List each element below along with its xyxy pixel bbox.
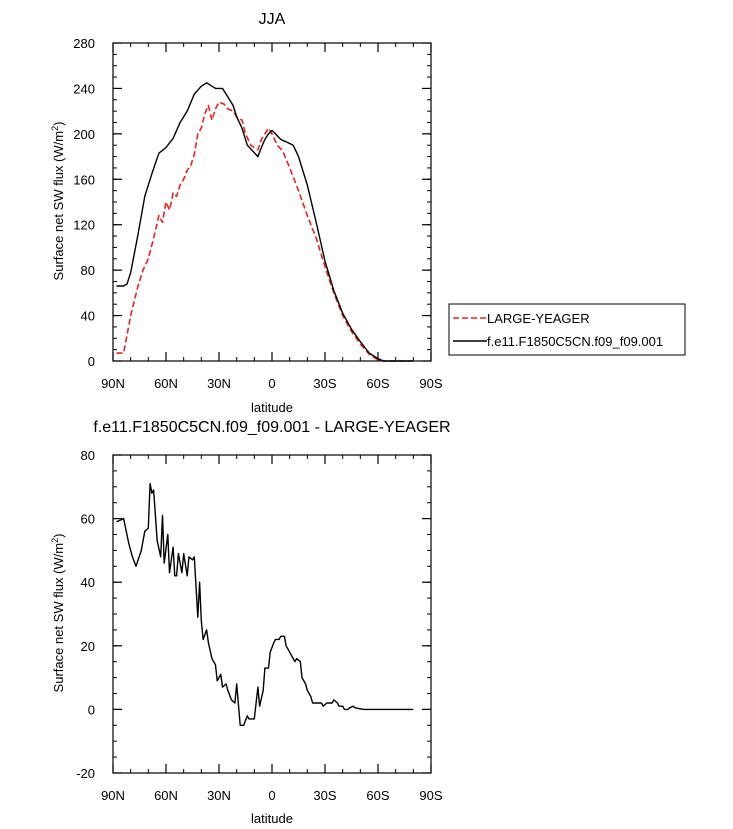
bottom-x-tick-label: 30N xyxy=(207,788,231,803)
legend-label-f1850: f.e11.F1850C5CN.f09_f09.001 xyxy=(487,334,663,349)
bottom-y-tick-label: 80 xyxy=(81,448,95,463)
bottom-y-tick-label: 20 xyxy=(81,639,95,654)
legend-label-large-yeager: LARGE-YEAGER xyxy=(487,311,590,326)
bottom-axes-ticks: 90N 60N 30N 0 30S 60S 90S -20 0 20 40 60 80 xyxy=(76,448,443,803)
legend: LARGE-YEAGER f.e11.F1850C5CN.f09_f09.001 xyxy=(448,303,686,356)
bottom-y-tick-label: -20 xyxy=(76,766,95,781)
top-series-line-0 xyxy=(116,101,414,362)
bottom-x-tick-label: 0 xyxy=(268,788,275,803)
bottom-x-tick-label: 90N xyxy=(101,788,125,803)
top-y-axis-label: Surface net SW flux (W/m2) xyxy=(50,122,66,281)
top-x-tick-label: 30S xyxy=(313,376,336,391)
top-y-axis-label-sup: 2 xyxy=(50,126,60,131)
top-y-tick-label: 0 xyxy=(88,354,95,369)
bottom-panel: f.e11.F1850C5CN.f09_f09.001 - LARGE-YEAG… xyxy=(50,419,451,826)
top-panel: JJA 90N 60N 30N 0 30S 60S 90S 0 40 80 120 160 200 240… xyxy=(50,11,686,415)
legend-box xyxy=(448,303,686,356)
top-y-tick-label: 160 xyxy=(73,172,95,187)
top-y-axis-label-close: ) xyxy=(51,122,66,126)
bottom-y-axis-label-main: Surface net SW flux (W/m xyxy=(51,543,66,693)
top-x-tick-label: 30N xyxy=(207,376,231,391)
top-x-tick-label: 60S xyxy=(366,376,389,391)
bottom-y-tick-label: 60 xyxy=(81,512,95,527)
bottom-y-tick-label: 40 xyxy=(81,575,95,590)
bottom-x-tick-label: 90S xyxy=(419,788,442,803)
top-axes-ticks: 90N 60N 30N 0 30S 60S 90S 0 40 80 120 160 200 240 280 xyxy=(73,36,443,391)
top-plot-frame xyxy=(112,42,432,362)
top-y-tick-label: 80 xyxy=(81,263,95,278)
top-y-tick-label: 120 xyxy=(73,218,95,233)
top-x-tick-label: 90N xyxy=(101,376,125,391)
bottom-x-tick-label: 30S xyxy=(313,788,336,803)
bottom-x-axis-label: latitude xyxy=(251,811,293,826)
bottom-y-axis-label-sup: 2 xyxy=(50,538,60,543)
bottom-y-axis-label: Surface net SW flux (W/m2) xyxy=(50,534,66,693)
top-y-tick-label: 280 xyxy=(73,36,95,51)
bottom-plot-border xyxy=(112,454,432,774)
top-y-tick-label: 240 xyxy=(73,81,95,96)
top-plot-border xyxy=(112,42,432,362)
top-y-axis-label-main: Surface net SW flux (W/m xyxy=(51,131,66,281)
top-chart-title: JJA xyxy=(259,11,286,28)
top-series-line-1 xyxy=(116,82,414,362)
top-x-tick-label: 90S xyxy=(419,376,442,391)
top-y-tick-label: 40 xyxy=(81,309,95,324)
bottom-series-line-0 xyxy=(116,482,414,726)
bottom-data-lines xyxy=(116,482,414,726)
top-data-lines xyxy=(116,82,414,362)
top-y-tick-label: 200 xyxy=(73,127,95,142)
bottom-x-tick-label: 60N xyxy=(154,788,178,803)
top-x-tick-label: 0 xyxy=(268,376,275,391)
bottom-y-axis-label-close: ) xyxy=(51,534,66,538)
bottom-chart-title: f.e11.F1850C5CN.f09_f09.001 - LARGE-YEAG… xyxy=(93,419,450,436)
top-x-tick-label: 60N xyxy=(154,376,178,391)
bottom-y-tick-label: 0 xyxy=(88,702,95,717)
top-x-axis-label: latitude xyxy=(251,400,293,415)
bottom-x-tick-label: 60S xyxy=(366,788,389,803)
bottom-plot-frame xyxy=(112,454,432,774)
